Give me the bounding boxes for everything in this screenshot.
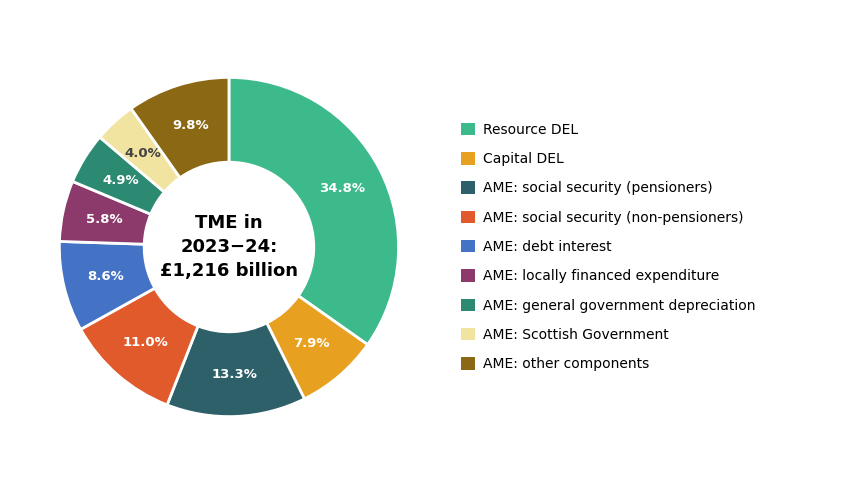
Wedge shape [131, 78, 229, 178]
Wedge shape [59, 242, 155, 329]
Legend: Resource DEL, Capital DEL, AME: social security (pensioners), AME: social securi: Resource DEL, Capital DEL, AME: social s… [460, 123, 756, 371]
Wedge shape [167, 323, 304, 416]
Text: 5.8%: 5.8% [86, 213, 123, 226]
Wedge shape [59, 181, 151, 244]
Wedge shape [81, 288, 198, 405]
Text: 8.6%: 8.6% [87, 270, 124, 284]
Text: TME in
2023−24:
£1,216 billion: TME in 2023−24: £1,216 billion [160, 214, 298, 280]
Text: 7.9%: 7.9% [293, 337, 330, 350]
Text: 34.8%: 34.8% [319, 182, 365, 195]
Wedge shape [100, 109, 180, 192]
Text: 13.3%: 13.3% [212, 368, 258, 380]
Text: 9.8%: 9.8% [172, 119, 209, 132]
Wedge shape [73, 137, 165, 214]
Text: 4.0%: 4.0% [125, 147, 161, 160]
Wedge shape [267, 296, 368, 399]
Text: 11.0%: 11.0% [122, 336, 168, 349]
Text: 4.9%: 4.9% [103, 174, 139, 187]
Wedge shape [229, 78, 399, 345]
